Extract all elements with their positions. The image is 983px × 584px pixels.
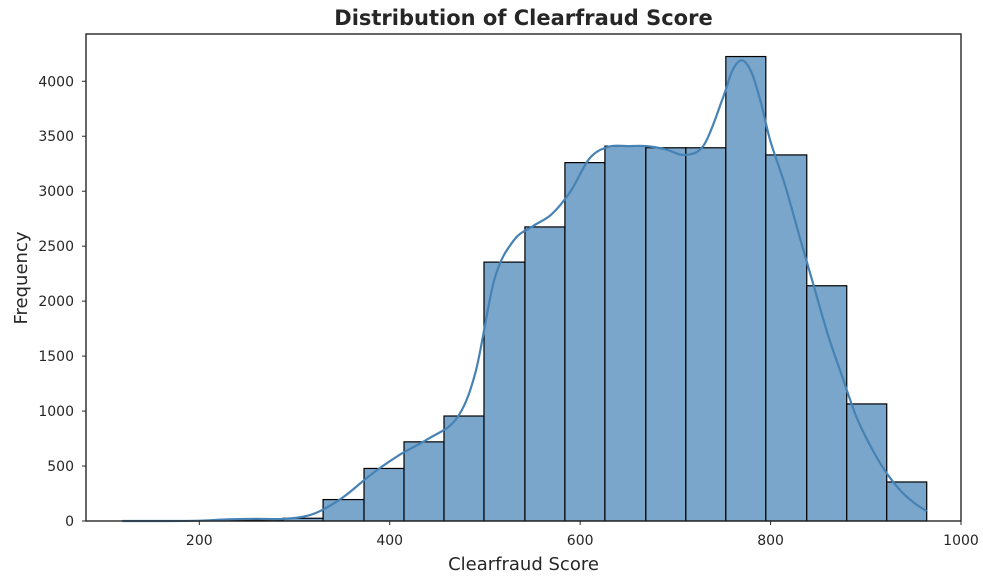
histogram-bar: [886, 481, 928, 522]
x-tick-label: 1000: [943, 533, 979, 549]
histogram-bar: [604, 145, 647, 522]
histogram-bar: [725, 55, 767, 522]
histogram-bar: [403, 441, 445, 522]
y-tick-label: 4000: [38, 74, 74, 90]
histogram-bar: [363, 467, 405, 522]
kde-curve: [122, 59, 928, 523]
chart-title: Distribution of Clearfraud Score: [334, 6, 712, 30]
y-tick-label: 3500: [38, 129, 74, 145]
y-tick-label: 1000: [38, 404, 74, 420]
y-tick-label: 2500: [38, 239, 74, 255]
histogram-bar: [806, 285, 848, 522]
x-ticks-group: 200 400 600 800 1000: [186, 521, 979, 549]
y-tick-label: 2000: [38, 294, 74, 310]
y-ticks-group: 0 500 1000 1500 2000 2500 3000 3500 4000: [38, 74, 86, 530]
histogram-bar: [645, 147, 687, 522]
histogram-bar: [524, 226, 566, 522]
histogram-bar: [685, 147, 727, 522]
plot-frame: [85, 33, 962, 522]
x-axis-label: Clearfraud Score: [448, 554, 599, 575]
x-tick-label: 400: [376, 533, 403, 549]
histogram-bar: [322, 498, 365, 522]
y-axis-label: Frequency: [11, 231, 32, 324]
histogram-bar: [564, 162, 606, 522]
bars-group: [201, 55, 928, 522]
x-tick-label: 200: [186, 533, 213, 549]
y-tick-label: 3000: [38, 184, 74, 200]
histogram-bar: [443, 415, 485, 522]
histogram-bar: [765, 154, 808, 522]
x-tick-label: 800: [757, 533, 784, 549]
y-tick-label: 1500: [38, 349, 74, 365]
histogram-bar: [483, 261, 526, 522]
y-tick-label: 500: [47, 459, 74, 475]
y-tick-label: 0: [65, 514, 74, 530]
x-tick-label: 600: [567, 533, 594, 549]
